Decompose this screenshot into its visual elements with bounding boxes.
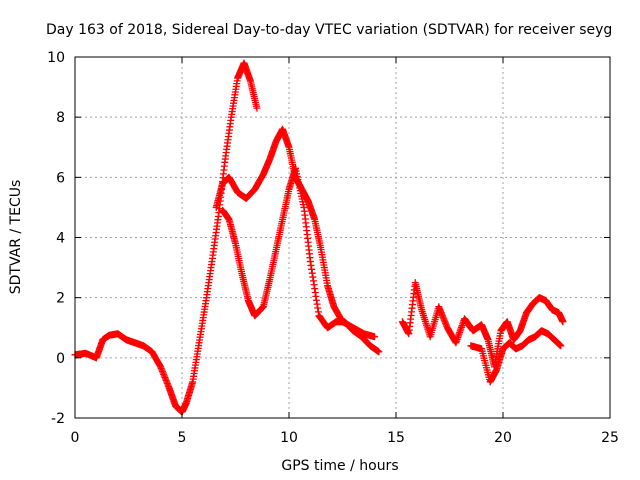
x-tick-label: 0	[71, 430, 80, 446]
x-tick-label: 15	[387, 430, 405, 446]
data-point	[375, 348, 383, 356]
series-track-main	[71, 59, 261, 416]
x-tick-label: 20	[494, 430, 512, 446]
y-tick-label: 4	[56, 231, 65, 247]
y-tick-label: 6	[56, 170, 65, 186]
data-point	[253, 104, 261, 112]
series-track-lower	[219, 164, 383, 356]
y-tick-label: 10	[47, 50, 65, 66]
series-track-upper	[212, 125, 379, 341]
data-point	[557, 342, 565, 350]
data-points	[71, 59, 567, 416]
x-tick-label: 25	[601, 430, 619, 446]
x-tick-label: 5	[178, 430, 187, 446]
data-point	[559, 318, 567, 326]
x-axis-title: GPS time / hours	[281, 458, 398, 474]
chart-title: Day 163 of 2018, Sidereal Day-to-day VTE…	[46, 22, 612, 38]
grid-layer	[75, 57, 610, 418]
y-tick-label: -2	[51, 411, 65, 427]
series-track-late	[398, 279, 567, 371]
y-axis-title: SDTVAR / TECUs	[8, 180, 24, 295]
y-tick-label: 0	[56, 351, 65, 367]
y-tick-label: 8	[56, 110, 65, 126]
series-track-late-lower	[467, 327, 565, 386]
x-tick-label: 10	[280, 430, 298, 446]
y-tick-label: 2	[56, 291, 65, 307]
data-point	[371, 333, 379, 341]
axis-ticks: 0 5 10 15 20 25 -2 0 2 4 6 8 10	[47, 50, 619, 446]
